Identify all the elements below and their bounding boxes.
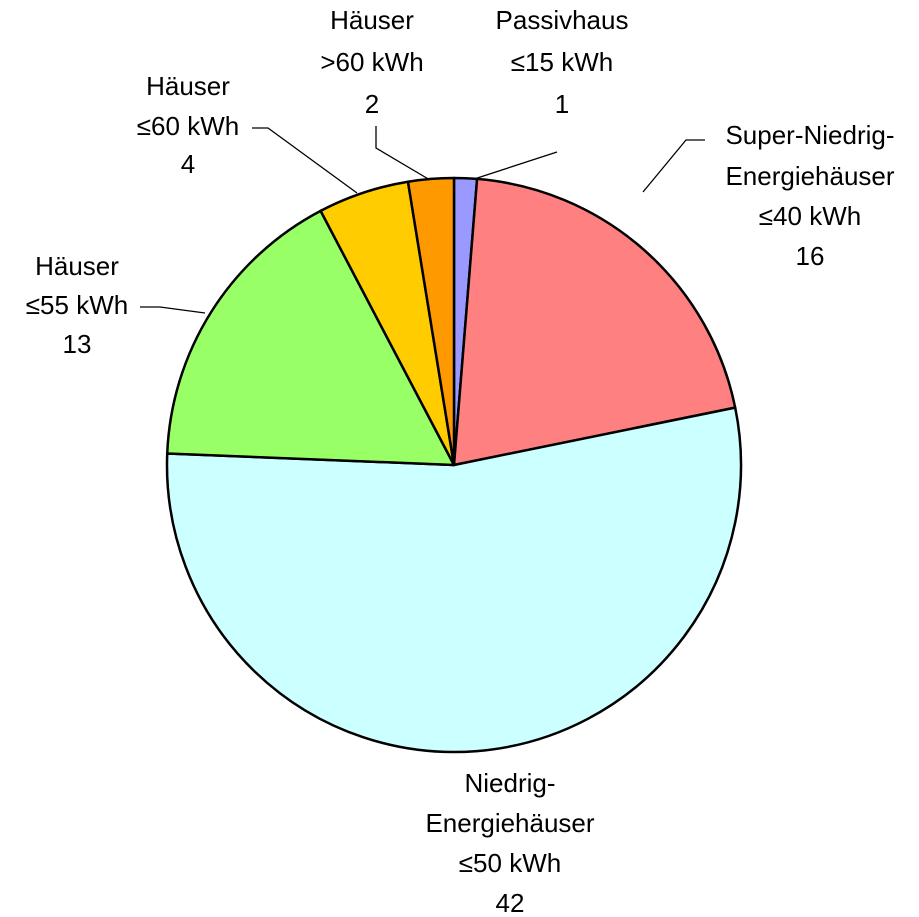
value-label: 42 <box>496 888 525 917</box>
leader-line <box>252 127 358 194</box>
slice-label: Häuser <box>146 71 230 101</box>
slice-label: Häuser <box>330 5 414 35</box>
value-label: 16 <box>796 241 825 271</box>
pie-slice <box>452 177 737 467</box>
slice-label: Passivhaus <box>496 5 629 35</box>
slice-label: Energiehäuser <box>425 808 594 838</box>
value-label: 2 <box>365 89 379 119</box>
slice-label: Niedrig- <box>464 768 555 798</box>
slice-label: Häuser <box>35 251 119 281</box>
leader-line <box>642 139 705 193</box>
slice-label: ≤15 kWh <box>511 47 613 77</box>
value-label: 13 <box>63 329 92 359</box>
slice-label: ≤60 kWh <box>137 111 239 141</box>
leader-line <box>375 126 431 181</box>
slice-label: ≤50 kWh <box>459 848 561 878</box>
leader-line <box>464 151 558 183</box>
slice-label: Energiehäuser <box>725 161 894 191</box>
slice-label: ≤55 kWh <box>26 290 128 320</box>
pie-slice <box>165 406 743 754</box>
value-label: 1 <box>555 89 569 119</box>
slice-label: ≤40 kWh <box>759 201 861 231</box>
slice-label: >60 kWh <box>320 47 423 77</box>
value-label: 4 <box>181 149 195 179</box>
leader-line <box>140 306 206 314</box>
pie-slice <box>406 176 456 467</box>
pie-slice <box>165 209 456 467</box>
slice-label: Super-Niedrig- <box>725 120 894 150</box>
leader-lines <box>140 126 705 314</box>
